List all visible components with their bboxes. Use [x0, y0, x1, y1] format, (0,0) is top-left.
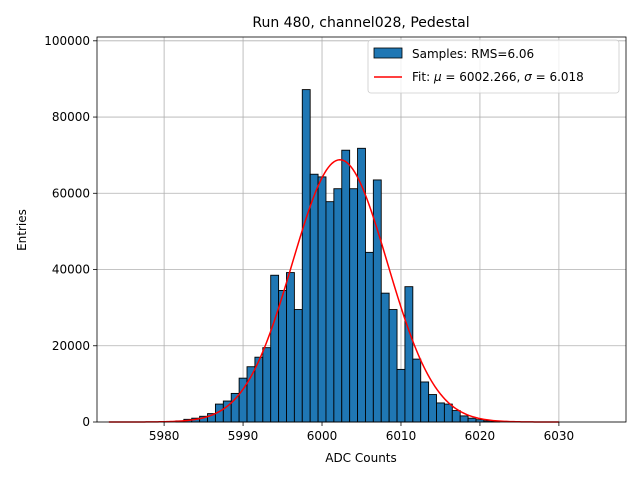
- histogram-bar: [380, 292, 390, 423]
- histogram-bar: [293, 309, 303, 423]
- histogram-bar: [420, 381, 430, 423]
- fit-curve: [108, 158, 559, 423]
- x-axis-label: ADC Counts: [325, 451, 397, 465]
- plot-frame: [96, 36, 627, 423]
- histogram-bar: [412, 358, 422, 423]
- histogram-bar: [270, 274, 280, 423]
- histogram-bar: [364, 251, 374, 423]
- histogram-bar: [451, 410, 461, 423]
- x-tick-label: 5990: [228, 429, 259, 443]
- histogram-bar: [278, 290, 287, 423]
- legend-fit-mu-symbol: μ: [433, 70, 442, 84]
- histogram-bar: [230, 392, 240, 423]
- histogram-bar: [467, 417, 477, 423]
- histogram-bar: [262, 347, 272, 423]
- x-tick-label: 5980: [149, 429, 180, 443]
- histogram-bar: [396, 368, 406, 423]
- x-tick-label: 6030: [544, 429, 575, 443]
- histogram-bar: [443, 403, 453, 423]
- legend-fit-sigma-symbol: σ: [524, 70, 532, 84]
- y-tick-label: 20000: [52, 339, 90, 353]
- histogram-bar: [301, 89, 311, 423]
- y-tick-label: 80000: [52, 110, 90, 124]
- y-axis-label: Entries: [15, 209, 29, 251]
- legend-fit-sigma-value: = 6.018: [532, 70, 584, 84]
- axis-ticks: 5980 5990 6000 6010 6020 6030 0 20000 40000 60000…: [44, 34, 574, 443]
- histogram-bars: [175, 89, 501, 423]
- y-tick-label: 40000: [52, 263, 90, 277]
- legend-fit-mu-value: = 6002.266,: [442, 70, 525, 84]
- legend-label-samples: Samples: RMS=6.06: [412, 47, 534, 61]
- histogram-bar: [333, 188, 343, 423]
- histogram-bar: [357, 147, 366, 423]
- histogram-bar: [325, 201, 335, 423]
- histogram-bar: [428, 394, 437, 423]
- legend: Samples: RMS=6.06 Fit: μ = 6002.266, σ =…: [367, 39, 620, 94]
- histogram-bar: [341, 149, 351, 423]
- histogram-bar: [286, 272, 295, 423]
- y-tick-label: 0: [82, 415, 90, 429]
- x-tick-label: 6020: [465, 429, 496, 443]
- chart-title: Run 480, channel028, Pedestal: [252, 15, 469, 31]
- y-tick-label: 100000: [44, 34, 90, 48]
- x-tick-label: 6000: [307, 429, 338, 443]
- histogram-bar: [404, 286, 414, 423]
- histogram-bar: [349, 188, 359, 423]
- histogram-bar: [309, 173, 319, 423]
- histogram-bar: [459, 415, 469, 423]
- legend-box: [367, 39, 620, 94]
- x-tick-label: 6010: [386, 429, 417, 443]
- histogram-bar: [317, 176, 327, 423]
- legend-label-fit: Fit: μ = 6002.266, σ = 6.018: [412, 70, 584, 84]
- histogram-bar: [388, 309, 398, 423]
- legend-fit-prefix: Fit:: [412, 70, 434, 84]
- histogram-bar: [372, 179, 382, 423]
- histogram-bar: [436, 402, 445, 423]
- y-tick-label: 60000: [52, 186, 90, 200]
- legend-swatch-samples: [373, 47, 403, 59]
